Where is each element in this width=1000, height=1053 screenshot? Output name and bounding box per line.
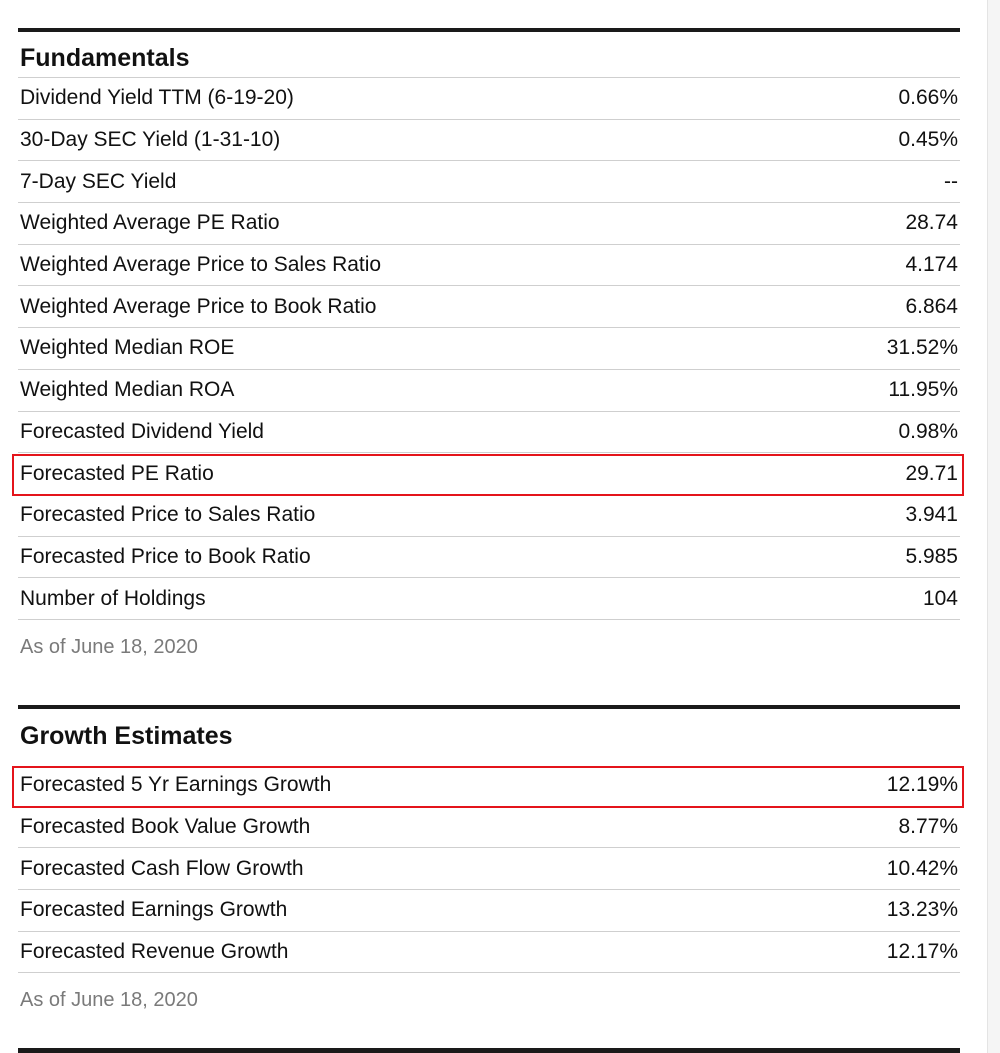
row-value: 0.98% [898, 419, 958, 443]
next-section-top-rule [18, 1048, 960, 1053]
row-label: Forecasted Cash Flow Growth [20, 856, 304, 880]
row-label: 7-Day SEC Yield [20, 169, 177, 193]
table-row-weighted-median-roe: Weighted Median ROE 31.52% [18, 328, 960, 370]
table-row-forecasted-pe-ratio-highlighted: Forecasted PE Ratio 29.71 [12, 453, 964, 496]
row-label: Weighted Median ROA [20, 378, 235, 402]
row-label: Forecasted Book Value Growth [20, 815, 311, 839]
table-row-forecasted-price-to-sales-ratio: Forecasted Price to Sales Ratio 3.941 [18, 495, 960, 537]
table-row-forecasted-price-to-book-ratio: Forecasted Price to Book Ratio 5.985 [18, 537, 960, 579]
growth-estimates-title: Growth Estimates [20, 722, 233, 750]
table-row-weighted-average-pe-ratio: Weighted Average PE Ratio 28.74 [18, 203, 960, 245]
row-value: 28.74 [905, 211, 958, 235]
row-value: 5.985 [905, 544, 958, 568]
row-value: 8.77% [898, 815, 958, 839]
row-value: 29.71 [905, 461, 958, 485]
row-label: Number of Holdings [20, 586, 206, 610]
fundamentals-as-of-date: As of June 18, 2020 [20, 635, 198, 658]
table-row-forecasted-book-value-growth: Forecasted Book Value Growth 8.77% [18, 807, 960, 849]
row-value: 4.174 [905, 253, 958, 277]
growth-estimates-section: Growth Estimates Forecasted 5 Yr Earning… [12, 705, 964, 1012]
growth-as-of-date: As of June 18, 2020 [20, 989, 198, 1012]
table-row-forecasted-revenue-growth: Forecasted Revenue Growth 12.17% [18, 932, 960, 974]
table-row-dividend-yield-ttm: Dividend Yield TTM (6-19-20) 0.66% [18, 78, 960, 120]
row-value: -- [944, 169, 958, 193]
row-value: 3.941 [905, 503, 958, 527]
row-label: 30-Day SEC Yield (1-31-10) [20, 128, 281, 152]
table-row-number-of-holdings: Number of Holdings 104 [18, 578, 960, 620]
row-label: Forecasted Price to Sales Ratio [20, 503, 316, 527]
row-value: 104 [922, 586, 958, 610]
row-label: Weighted Average PE Ratio [20, 211, 280, 235]
row-label: Forecasted Price to Book Ratio [20, 544, 311, 568]
table-row-forecasted-5-yr-earnings-growth-highlighted: Forecasted 5 Yr Earnings Growth 12.19% [12, 765, 964, 808]
table-row-weighted-median-roa: Weighted Median ROA 11.95% [18, 370, 960, 412]
table-row-30-day-sec-yield: 30-Day SEC Yield (1-31-10) 0.45% [18, 120, 960, 162]
row-label: Weighted Median ROE [20, 336, 235, 360]
table-row-weighted-average-price-to-book-ratio: Weighted Average Price to Book Ratio 6.8… [18, 286, 960, 329]
table-row-forecasted-earnings-growth: Forecasted Earnings Growth 13.23% [18, 890, 960, 932]
table-row-7-day-sec-yield: 7-Day SEC Yield -- [18, 161, 960, 204]
row-label: Weighted Average Price to Sales Ratio [20, 253, 382, 277]
row-label: Forecasted Earnings Growth [20, 898, 288, 922]
row-label: Forecasted Revenue Growth [20, 940, 289, 964]
growth-estimates-table: Forecasted 5 Yr Earnings Growth 12.19% F… [12, 765, 964, 974]
row-label: Forecasted 5 Yr Earnings Growth [20, 773, 332, 797]
row-value: 0.45% [898, 128, 958, 152]
row-value: 13.23% [886, 898, 958, 922]
row-value: 11.95% [888, 378, 958, 402]
section-top-rule [18, 28, 960, 32]
row-value: 12.19% [886, 773, 958, 797]
row-value: 31.52% [886, 336, 958, 360]
fundamentals-table: Dividend Yield TTM (6-19-20) 0.66% 30-Da… [12, 78, 964, 620]
fundamentals-title: Fundamentals [18, 32, 960, 78]
row-label: Forecasted PE Ratio [20, 461, 214, 485]
row-value: 0.66% [898, 86, 958, 110]
fundamentals-section: Fundamentals Dividend Yield TTM (6-19-20… [12, 28, 964, 659]
page-scrollbar-track[interactable] [987, 0, 1000, 1053]
table-row-weighted-average-price-to-sales-ratio: Weighted Average Price to Sales Ratio 4.… [18, 245, 960, 287]
table-row-forecasted-cash-flow-growth: Forecasted Cash Flow Growth 10.42% [18, 848, 960, 891]
row-label: Dividend Yield TTM (6-19-20) [20, 86, 294, 110]
row-value: 6.864 [905, 294, 958, 318]
row-value: 10.42% [886, 856, 958, 880]
section-top-rule [18, 705, 960, 709]
row-label: Weighted Average Price to Book Ratio [20, 294, 377, 318]
row-label: Forecasted Dividend Yield [20, 419, 264, 443]
row-value: 12.17% [886, 940, 958, 964]
table-row-forecasted-dividend-yield: Forecasted Dividend Yield 0.98% [18, 412, 960, 454]
